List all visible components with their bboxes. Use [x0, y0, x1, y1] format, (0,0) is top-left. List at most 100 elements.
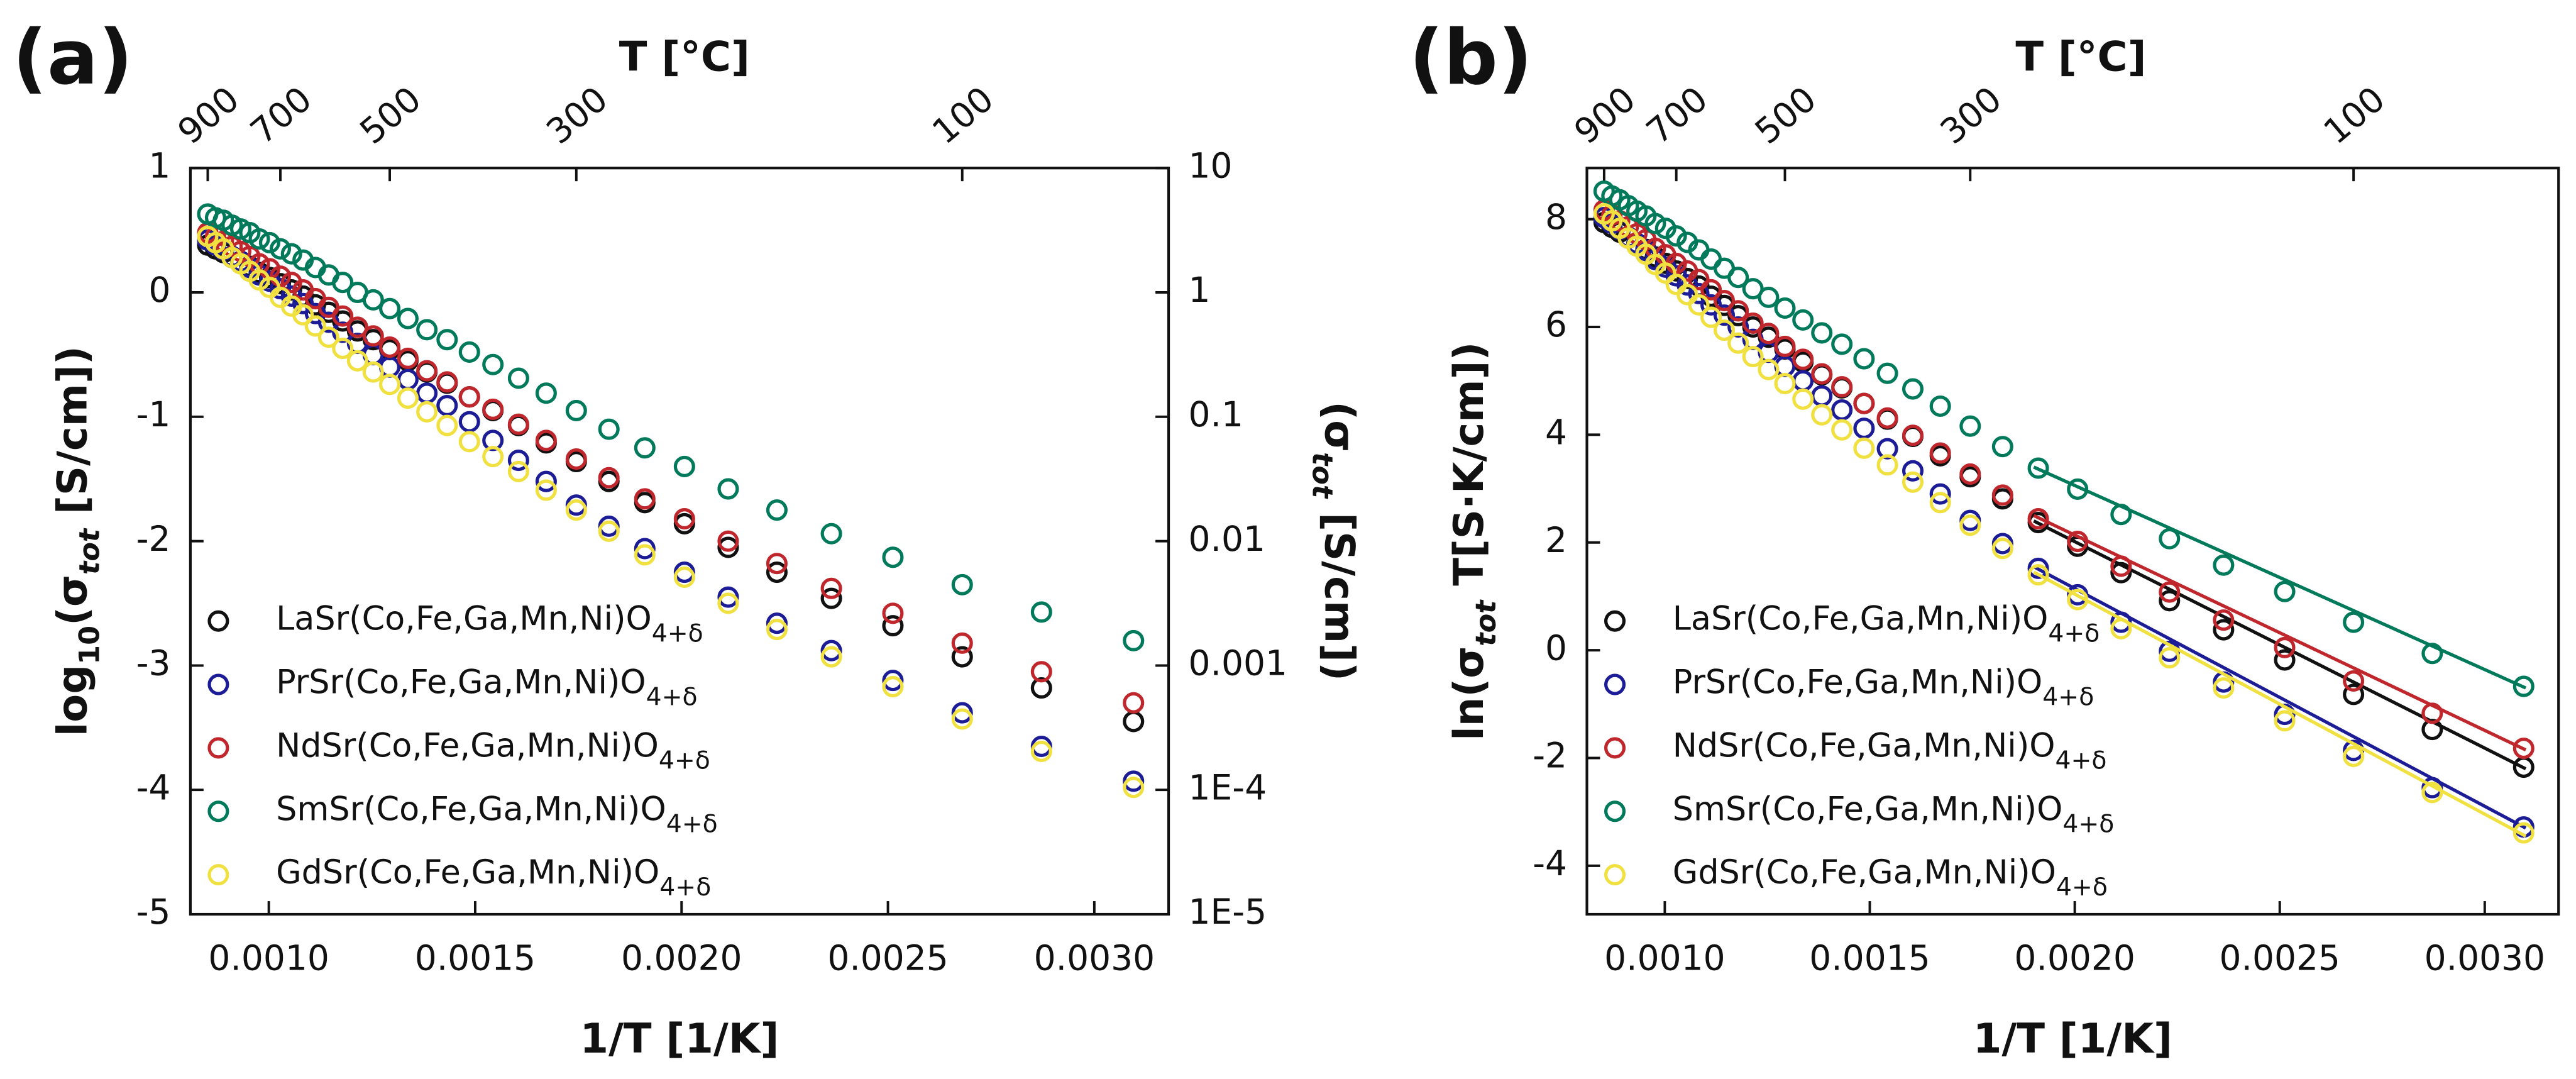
data-point [1123, 629, 1145, 651]
y-tick-label: 6 [1545, 304, 1567, 345]
data-point [1853, 348, 1875, 370]
data-point [1123, 777, 1145, 799]
data-point [1774, 335, 1796, 357]
data-point [1902, 424, 1924, 446]
legend-marker [1604, 737, 1626, 759]
data-point [436, 414, 458, 436]
data-point [1713, 289, 1736, 312]
data-point [1727, 332, 1749, 354]
y-tick-label: -2 [136, 519, 171, 559]
data-point [598, 418, 620, 440]
data-point [436, 371, 458, 393]
data-point [416, 401, 438, 423]
data-point [304, 315, 326, 337]
y2-tick-label: 0.01 [1188, 519, 1265, 559]
y2-tick-label: 0.001 [1188, 643, 1287, 683]
data-point [1792, 309, 1814, 331]
data-point [332, 305, 354, 327]
data-point [634, 538, 656, 560]
data-point [507, 367, 529, 389]
data-point [820, 639, 842, 661]
data-point [717, 536, 739, 558]
data-point [2067, 531, 2089, 553]
data-point [1774, 297, 1796, 319]
y-tick-label: 2 [1545, 520, 1567, 560]
legend-marker [1604, 800, 1626, 822]
data-point [1758, 358, 1780, 380]
data-point [1123, 711, 1145, 733]
data-point [2421, 782, 2443, 804]
data-point [766, 562, 788, 584]
x-axis-title: 1/T [1/K] [1973, 1015, 2172, 1063]
data-point [598, 467, 620, 489]
legend-marker [1604, 610, 1626, 632]
legend-label: LaSr(Co,Fe,Ga,Mn,Ni)O4+δ [1673, 600, 2100, 648]
data-point [482, 398, 504, 420]
x-tick-label: 0.0010 [208, 938, 329, 978]
data-point [882, 615, 904, 637]
data-point [397, 347, 419, 369]
data-point [482, 429, 504, 451]
data-point [2513, 738, 2535, 760]
data-point [951, 573, 973, 595]
data-point [882, 676, 904, 698]
data-point [458, 431, 480, 453]
legend-label: LaSr(Co,Fe,Ga,Mn,Ni)O4+δ [276, 600, 703, 648]
data-point [1700, 294, 1722, 316]
data-point [332, 272, 354, 294]
data-point [1654, 262, 1676, 284]
data-point [1811, 404, 1833, 426]
data-point [292, 304, 314, 326]
data-point [951, 708, 973, 730]
legend-marker [207, 610, 229, 632]
y2-tick-label: 10 [1188, 145, 1232, 185]
x2-axis-title: T [°C] [2015, 33, 2146, 80]
data-point [1700, 248, 1722, 270]
data-point [882, 602, 904, 624]
data-point [1929, 492, 1951, 514]
label-part: ln(σ [1445, 646, 1493, 741]
data-point [565, 499, 587, 521]
data-point [2213, 609, 2235, 631]
x-tick-label: 0.0020 [2014, 938, 2135, 978]
data-point [346, 350, 368, 372]
data-point [598, 520, 620, 542]
legend-label: PrSr(Co,Fe,Ga,Mn,Ni)O4+δ [1673, 663, 2094, 712]
data-point [1876, 454, 1898, 476]
data-point [416, 382, 438, 404]
data-point [1030, 740, 1052, 762]
x2-tick-label: 700 [243, 79, 319, 152]
data-point [1742, 312, 1764, 335]
data-point [673, 566, 695, 589]
x2-tick-label: 100 [925, 79, 1001, 152]
data-point [1959, 463, 1981, 485]
data-point [1876, 407, 1898, 429]
legend-marker [207, 673, 229, 695]
data-point [280, 243, 302, 265]
data-point [717, 530, 739, 552]
data-point [2110, 504, 2132, 526]
x-tick-label: 0.0030 [2425, 938, 2545, 978]
data-point [2159, 528, 2181, 550]
data-point [2027, 564, 2049, 586]
data-point [565, 448, 587, 470]
data-point [317, 326, 339, 348]
x2-tick-label: 300 [539, 79, 615, 152]
data-point [436, 329, 458, 351]
data-point [717, 586, 739, 608]
data-point [1742, 346, 1764, 368]
data-point [1758, 286, 1780, 308]
fit-line [2033, 570, 2527, 838]
x2-tick-label: 700 [1639, 79, 1715, 152]
label-part: (σ [49, 575, 97, 626]
label-part: [S/cm]) [1315, 498, 1363, 681]
data-point [766, 499, 788, 521]
data-point [2027, 457, 2049, 479]
data-point [766, 612, 788, 634]
axis-title: (σtot [S/cm]) [1306, 401, 1363, 681]
data-point [507, 413, 529, 435]
data-point [1644, 213, 1666, 235]
y2-tick-label: 1E-5 [1188, 892, 1267, 932]
data-point [378, 374, 401, 396]
